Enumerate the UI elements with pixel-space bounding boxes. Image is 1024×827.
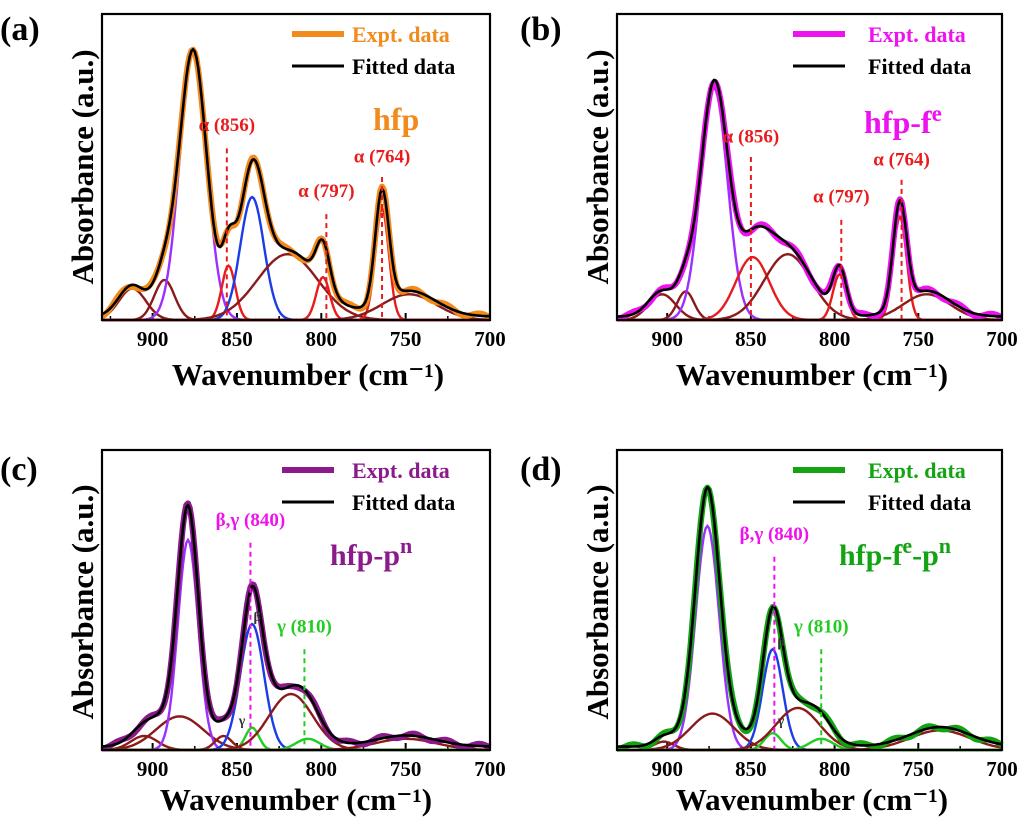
legend-label: Fitted data — [352, 54, 455, 79]
chart-panel: (a) Absorbance (a.u.) Wavenumber (cm⁻¹)900… — [0, 11, 506, 392]
legend-label: Expt. data — [868, 458, 966, 483]
component-peak-curve — [617, 729, 1003, 752]
plot-frame — [615, 12, 1004, 322]
component-peak-curve — [617, 647, 1002, 752]
x-tick-label: 900 — [651, 327, 683, 351]
y-axis-title: Absorbance (a.u.) — [580, 484, 615, 719]
component-peak-curve — [102, 264, 490, 322]
x-axis-title: Wavenumber (cm⁻¹) — [676, 357, 948, 392]
legend-label: Fitted data — [868, 54, 971, 79]
panel-label: (b) — [520, 11, 562, 48]
legend-label: Fitted data — [352, 490, 455, 515]
component-peak-curve — [617, 523, 1002, 752]
legend-label: Expt. data — [352, 22, 450, 47]
panel-label: (a) — [0, 11, 40, 48]
panel-label: (d) — [520, 451, 562, 488]
sample-label: hfp-pn — [330, 533, 412, 572]
sample-label: hfp — [373, 101, 419, 137]
fitted-data-curve — [101, 48, 491, 318]
x-tick-label: 750 — [903, 757, 935, 781]
peak-annotation: α (764) — [873, 150, 930, 171]
sample-label: hfp-fe — [864, 101, 942, 140]
x-tick-label: 850 — [735, 327, 767, 351]
peak-annotation: β,γ (840) — [740, 524, 810, 545]
x-tick-label: 750 — [390, 757, 422, 781]
peak-annotation: α (797) — [813, 187, 870, 208]
x-tick-label: 700 — [474, 757, 506, 781]
chart-panel: (d) Absorbance (a.u.) Wavenumber (cm⁻¹)900… — [520, 448, 1018, 817]
peak-annotation: α (764) — [354, 147, 411, 168]
x-tick-label: 850 — [221, 757, 253, 781]
expt-data-curve — [100, 46, 492, 320]
y-axis-title: Absorbance (a.u.) — [65, 49, 100, 284]
peak-annotation: α (797) — [298, 181, 355, 202]
fitted-data-curve — [617, 485, 1003, 748]
x-axis-title: Wavenumber (cm⁻¹) — [676, 782, 948, 817]
x-tick-label: 900 — [137, 327, 169, 351]
x-tick-label: 900 — [651, 757, 683, 781]
component-label: β — [254, 610, 261, 625]
x-tick-label: 800 — [819, 757, 851, 781]
x-tick-label: 700 — [986, 327, 1018, 351]
x-tick-label: 800 — [306, 757, 338, 781]
x-axis-title: Wavenumber (cm⁻¹) — [160, 782, 432, 817]
x-tick-label: 850 — [221, 327, 253, 351]
x-tick-label: 800 — [819, 327, 851, 351]
chart-panel: (b) Absorbance (a.u.) Wavenumber (cm⁻¹) 900… — [520, 11, 1018, 392]
peak-annotation: γ (810) — [276, 616, 332, 637]
y-axis-title: Absorbance (a.u.) — [65, 484, 100, 719]
x-tick-label: 750 — [390, 327, 422, 351]
component-label: γ — [777, 714, 785, 729]
fitted-data-curve — [616, 78, 1002, 318]
panel-label: (c) — [0, 451, 38, 488]
legend-label: Expt. data — [352, 458, 450, 483]
chart-panel: (c) Absorbance (a.u.) Wavenumber (cm⁻¹)900… — [0, 448, 506, 817]
y-axis-title: Absorbance (a.u.) — [580, 49, 615, 284]
legend-label: Expt. data — [868, 22, 966, 47]
plot-frame — [100, 12, 492, 322]
component-peak-curve — [102, 52, 490, 322]
x-tick-label: 750 — [903, 327, 935, 351]
peak-annotation: γ (810) — [793, 616, 849, 637]
x-axis-title: Wavenumber (cm⁻¹) — [172, 357, 444, 392]
x-tick-label: 700 — [474, 327, 506, 351]
plot-frame — [615, 448, 1004, 752]
fitted-data-curve — [101, 503, 490, 748]
x-tick-label: 900 — [137, 757, 169, 781]
peak-annotation: α (856) — [199, 115, 256, 136]
peak-annotation: β,γ (840) — [216, 510, 286, 531]
x-tick-label: 800 — [306, 327, 338, 351]
peak-annotation: α (856) — [723, 127, 780, 148]
component-peak-curve — [102, 537, 490, 752]
x-tick-label: 700 — [986, 757, 1018, 781]
component-label: β — [777, 635, 784, 650]
x-tick-label: 850 — [735, 757, 767, 781]
component-label: γ — [238, 714, 246, 729]
sample-label: hfp-fe-pn — [839, 533, 951, 572]
plot-frame — [100, 448, 492, 752]
legend-label: Fitted data — [868, 490, 971, 515]
